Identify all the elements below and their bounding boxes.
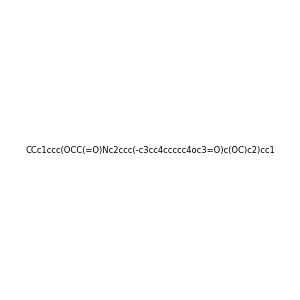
Text: CCc1ccc(OCC(=O)Nc2ccc(-c3cc4ccccc4oc3=O)c(OC)c2)cc1: CCc1ccc(OCC(=O)Nc2ccc(-c3cc4ccccc4oc3=O)… <box>25 146 275 154</box>
